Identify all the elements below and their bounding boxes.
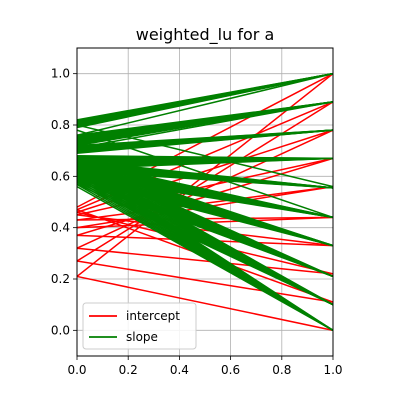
y-tick-label-1: 0.2 (51, 272, 70, 286)
slope-line-5-11 (76, 160, 334, 219)
slope-extra-line-2 (76, 129, 334, 219)
slope-line-7-11 (76, 160, 334, 278)
x-tick-label-5: 1.0 (323, 363, 342, 377)
slope-line-9-11 (76, 162, 334, 331)
intercept-line-9 (76, 275, 334, 332)
slope-line-2-11 (76, 129, 334, 147)
y-tick-label-3: 0.6 (51, 169, 70, 183)
intercept-line-1 (76, 101, 334, 262)
slope-line-8-11 (76, 160, 334, 306)
y-tick-label-4: 0.8 (51, 118, 70, 132)
slope-line-0-11 (76, 72, 334, 121)
intercept-line-6 (76, 214, 334, 247)
legend-label-slope: slope (126, 330, 158, 344)
x-tick-label-3: 0.6 (221, 363, 240, 377)
intercept-line-10 (76, 260, 334, 303)
slope-line-1-11 (76, 101, 334, 137)
y-tick-label-2: 0.4 (51, 221, 70, 235)
x-tick-label-4: 0.8 (272, 363, 291, 377)
x-tick-label-1: 0.2 (119, 363, 138, 377)
legend-label-intercept: intercept (126, 309, 180, 323)
slope-line-3-11 (76, 155, 334, 160)
legend: intercept slope (82, 302, 197, 350)
y-tick-label-5: 1.0 (51, 67, 70, 81)
intercept-line-11 (76, 247, 334, 275)
slope-extra-line-3 (76, 101, 334, 149)
x-tick-label-0: 0.0 (67, 363, 86, 377)
axis-ticks: 0.0 0.2 0.4 0.6 0.8 1.0 0.0 0.2 0.4 0.6 0.8 1.0 (51, 67, 343, 377)
slope-series (76, 72, 334, 331)
slope-extra-line-0 (76, 72, 334, 136)
chart-title: weighted_lu for a (136, 25, 275, 45)
slope-line-6-11 (76, 160, 334, 247)
plot-frame (76, 47, 334, 357)
y-tick-label-0: 0.0 (51, 323, 70, 337)
slope-extra-line-1 (76, 124, 334, 188)
x-tick-label-2: 0.4 (170, 363, 189, 377)
